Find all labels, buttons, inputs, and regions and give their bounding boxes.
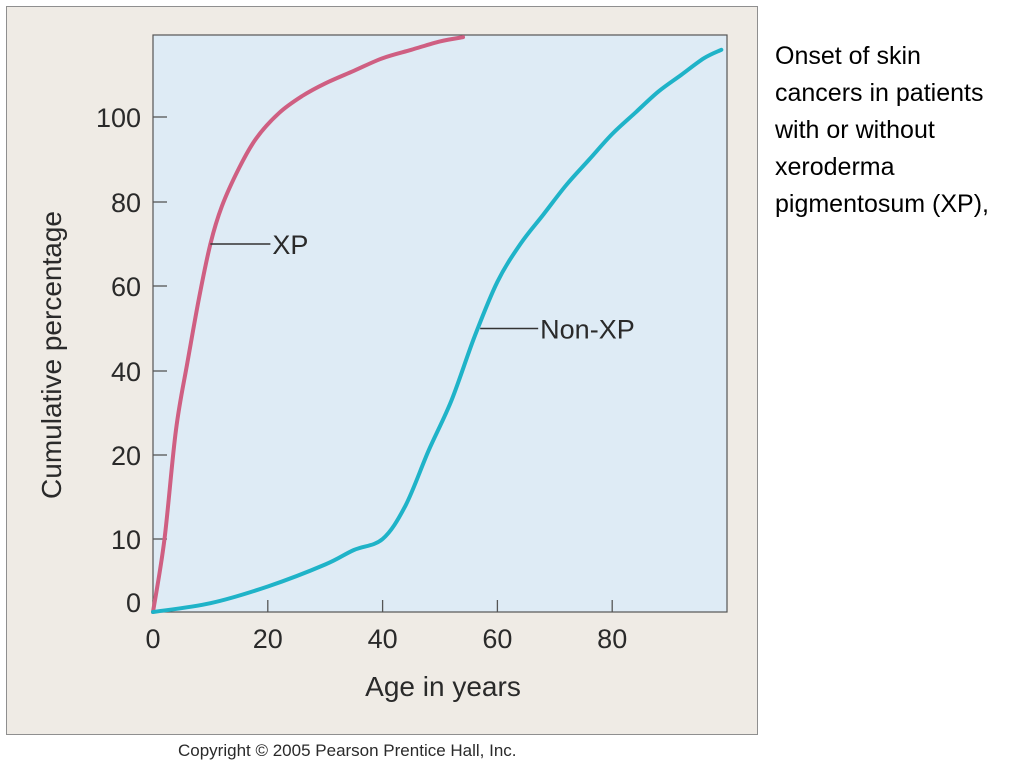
axis-ticks: 0 20 40 60 80 0 10 20 40 60 80 100 bbox=[96, 103, 627, 654]
x-tick-label: 60 bbox=[482, 624, 512, 654]
x-tick-label: 80 bbox=[597, 624, 627, 654]
y-tick-label: 80 bbox=[111, 188, 141, 218]
series-line-non-xp bbox=[151, 47, 724, 614]
x-tick-label: 0 bbox=[145, 624, 160, 654]
y-tick-label: 0 bbox=[126, 588, 141, 618]
figure-caption: Onset of skin cancers in patients with o… bbox=[775, 42, 989, 218]
x-axis-title: Age in years bbox=[365, 671, 521, 702]
series-label-non-xp: Non-XP bbox=[540, 315, 635, 345]
x-tick-label: 40 bbox=[368, 624, 398, 654]
series-line-xp bbox=[151, 35, 465, 614]
y-tick-label: 60 bbox=[111, 272, 141, 302]
chart: 0 20 40 60 80 0 10 20 40 60 80 100 XP Non-XP Age in … bbox=[36, 34, 728, 702]
y-tick-label: 20 bbox=[111, 441, 141, 471]
x-tick-label: 20 bbox=[253, 624, 283, 654]
y-tick-label: 100 bbox=[96, 103, 141, 133]
plot-area bbox=[152, 34, 728, 613]
y-tick-label: 10 bbox=[111, 525, 141, 555]
series-label-xp: XP bbox=[272, 230, 308, 260]
series-layer: XP Non-XP bbox=[151, 35, 724, 614]
copyright-notice: Copyright © 2005 Pearson Prentice Hall, … bbox=[178, 741, 517, 760]
y-tick-label: 40 bbox=[111, 357, 141, 387]
y-axis-title: Cumulative percentage bbox=[36, 211, 67, 499]
